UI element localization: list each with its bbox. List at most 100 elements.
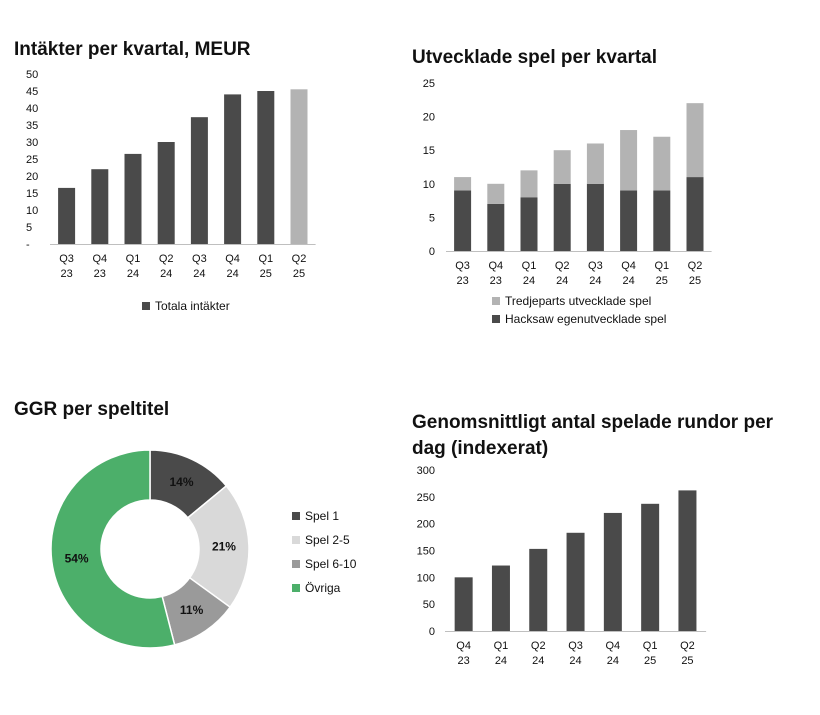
bar-segment	[454, 190, 472, 251]
x-tick-label: Q4	[621, 260, 636, 272]
bar	[290, 89, 308, 244]
legend-label: Spel 2-5	[305, 533, 350, 547]
bar-segment	[653, 136, 671, 191]
x-tick-label: 25	[644, 655, 656, 667]
x-tick-label: Q3	[588, 260, 603, 272]
x-tick-label: Q4	[606, 640, 621, 652]
x-tick-label: 24	[523, 275, 535, 287]
x-tick-label: 24	[495, 655, 507, 667]
legend-label: Totala intäkter	[155, 299, 230, 313]
x-tick-label: 23	[456, 275, 468, 287]
bar-segment	[520, 197, 538, 251]
chart2-title: Utvecklade spel per kvartal	[412, 47, 658, 68]
x-tick-label: 24	[127, 268, 139, 280]
x-tick-label: Q3	[455, 260, 470, 272]
x-tick-label: Q1	[522, 260, 537, 272]
bar	[454, 577, 473, 631]
slice-label: 54%	[65, 551, 89, 565]
chart2-legend: Tredjeparts utvecklade spel Hacksaw egen…	[492, 292, 666, 328]
bar	[566, 532, 585, 631]
bar	[529, 548, 548, 631]
y-tick-label: 45	[26, 86, 38, 98]
x-tick-label: Q1	[258, 253, 273, 265]
x-tick-label: 23	[60, 268, 72, 280]
legend-swatch	[492, 297, 500, 305]
bar-segment	[653, 190, 671, 251]
bar-segment	[620, 190, 638, 251]
x-tick-label: 25	[689, 275, 701, 287]
x-tick-label: Q4	[456, 640, 471, 652]
slice-label: 21%	[212, 540, 236, 554]
bar	[190, 117, 208, 244]
legend-label: Spel 1	[305, 509, 340, 523]
chart3-legend: Spel 1 Spel 2-5 Spel 6-10 Övriga	[292, 504, 356, 600]
x-tick-label: 24	[607, 655, 619, 667]
bar-segment	[487, 203, 505, 251]
legend-item: Totala intäkter	[142, 297, 230, 315]
y-tick-label: 10	[26, 205, 38, 217]
y-tick-label: 5	[429, 212, 435, 224]
bar	[257, 91, 275, 244]
bar	[58, 187, 76, 244]
y-tick-label: 35	[26, 120, 38, 132]
y-tick-label: 0	[429, 626, 435, 638]
y-tick-label: 150	[417, 546, 435, 558]
y-tick-label: 50	[26, 69, 38, 81]
chart3-title: GGR per speltitel	[14, 399, 170, 420]
x-tick-label: 24	[622, 275, 634, 287]
slice-label: 11%	[180, 603, 204, 617]
legend-item: Spel 2-5	[292, 528, 356, 552]
y-tick-label: 250	[417, 492, 435, 504]
y-tick-label: 200	[417, 519, 435, 531]
bar-segment	[553, 183, 571, 251]
bar	[224, 94, 242, 245]
x-tick-label: Q1	[643, 640, 658, 652]
x-tick-label: Q2	[531, 640, 546, 652]
bar	[491, 565, 510, 631]
bar-segment	[686, 177, 704, 251]
bar	[603, 512, 622, 631]
y-tick-label: 40	[26, 103, 38, 115]
bar-segment	[454, 177, 472, 191]
legend-swatch	[292, 536, 300, 544]
chart4-title: Genomsnittligt antal spelade rundor per …	[412, 412, 774, 459]
bar-segment	[586, 143, 604, 184]
y-tick-label: 15	[26, 188, 38, 200]
x-tick-label: 25	[681, 655, 693, 667]
legend-swatch	[292, 584, 300, 592]
bar-segment	[586, 183, 604, 251]
x-tick-label: Q2	[292, 253, 307, 265]
chart1-title: Intäkter per kvartal, MEUR	[14, 39, 251, 60]
bar-segment	[686, 103, 704, 178]
slice-label: 14%	[169, 475, 193, 489]
legend-item: Övriga	[292, 576, 356, 600]
donut-slice	[50, 449, 176, 649]
x-tick-label: Q3	[59, 253, 74, 265]
x-tick-label: Q4	[488, 260, 503, 272]
legend-swatch	[292, 512, 300, 520]
legend-swatch	[492, 315, 500, 323]
x-tick-label: 23	[94, 268, 106, 280]
legend-item: Spel 6-10	[292, 552, 356, 576]
chart1-legend: Totala intäkter	[142, 297, 230, 315]
y-tick-label: 300	[417, 465, 435, 477]
x-tick-label: 25	[260, 268, 272, 280]
x-tick-label: Q2	[555, 260, 570, 272]
bar-segment	[487, 183, 505, 204]
bar	[91, 169, 109, 244]
x-tick-label: 23	[458, 655, 470, 667]
legend-label: Tredjeparts utvecklade spel	[505, 294, 652, 308]
x-tick-label: Q4	[225, 253, 240, 265]
legend-label: Övriga	[305, 581, 341, 595]
bar	[124, 153, 142, 244]
x-tick-label: Q1	[494, 640, 509, 652]
x-tick-label: Q2	[688, 260, 703, 272]
legend-item: Hacksaw egenutvecklade spel	[492, 310, 666, 328]
bar	[157, 142, 175, 244]
y-tick-label: 50	[423, 599, 435, 611]
y-tick-label: 25	[26, 154, 38, 166]
y-tick-label: -	[26, 239, 30, 251]
y-tick-label: 25	[423, 78, 435, 90]
